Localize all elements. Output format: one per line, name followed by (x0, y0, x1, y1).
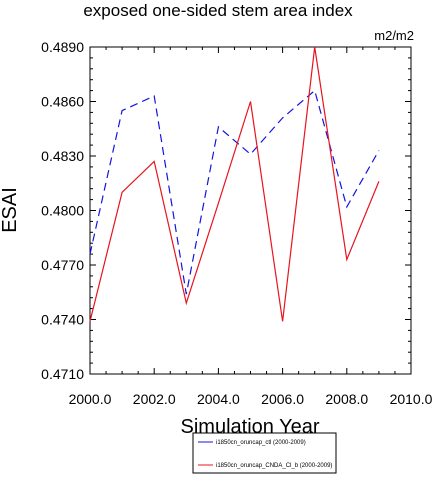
series-lines (89, 46, 380, 322)
chart-title: exposed one-sided stem area index (83, 1, 353, 20)
series-line-ctl (89, 89, 380, 295)
y-tick-label: 0.4860 (41, 94, 84, 110)
legend-label-cnda: i1850cn_oruncap_CNDA_Cl_b (2000-2009) (216, 463, 332, 469)
x-tick-label: 2010.0 (390, 391, 433, 407)
units-label: m2/m2 (374, 28, 414, 43)
y-tick-label: 0.4830 (41, 148, 84, 164)
y-tick-label: 0.4800 (41, 203, 84, 219)
y-tick-label: 0.4710 (41, 366, 84, 382)
x-tick-label: 2004.0 (197, 391, 240, 407)
legend-label-ctl: i1850cn_oruncap_ctl (2000-2009) (216, 440, 306, 446)
y-tick-label: 0.4740 (41, 312, 84, 328)
y-axis-title: ESAI (0, 187, 21, 233)
series-line-cnda (89, 46, 380, 322)
x-tick-labels: 2000.0 2002.0 2004.0 2006.0 2008.0 2010.0 (69, 391, 433, 407)
axis-ticks (89, 46, 412, 375)
x-tick-label: 2002.0 (133, 391, 176, 407)
y-tick-labels: 0.4710 0.4740 0.4770 0.4800 0.4830 0.4860 0.48… (41, 39, 84, 382)
y-tick-label: 0.4890 (41, 39, 84, 55)
x-tick-label: 2006.0 (261, 391, 304, 407)
plot-area (89, 46, 412, 375)
y-tick-label: 0.4770 (41, 257, 84, 273)
legend-box (192, 432, 337, 474)
x-tick-label: 2008.0 (325, 391, 368, 407)
x-tick-label: 2000.0 (69, 391, 112, 407)
